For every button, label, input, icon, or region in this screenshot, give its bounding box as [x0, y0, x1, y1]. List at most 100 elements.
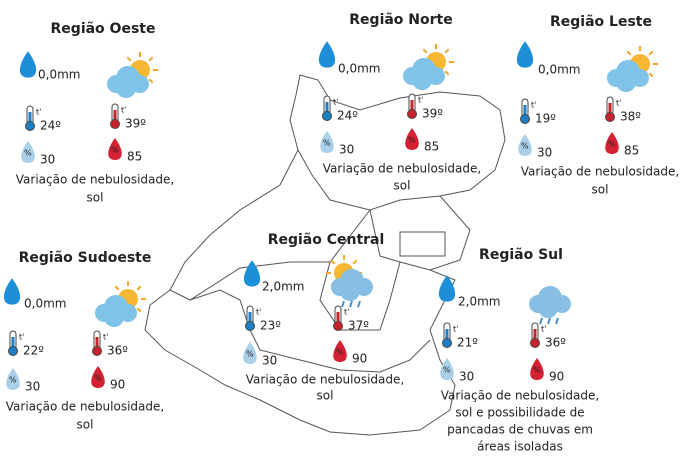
thermometer-bulb — [322, 111, 332, 121]
temp-min: 24º — [337, 109, 358, 123]
thermometer-level — [445, 329, 449, 341]
temp-min: 23º — [260, 319, 281, 333]
cloud-part — [616, 72, 636, 92]
description: sol — [592, 183, 609, 197]
drop-icon — [530, 358, 544, 380]
rain-amount: 0,0mm — [338, 62, 380, 76]
thermometer-bulb — [520, 114, 530, 124]
thermometer-bulb — [442, 338, 452, 348]
description: sol — [317, 389, 334, 403]
description: áreas isoladas — [477, 440, 563, 454]
sun-ray — [148, 56, 154, 62]
thermometer-level — [608, 103, 612, 115]
sun-ray — [148, 78, 154, 84]
humidity-icon-label: % — [24, 149, 32, 158]
humidity-icon-label: % — [323, 139, 331, 148]
sun-ray — [330, 259, 336, 265]
sun-ray — [352, 259, 358, 265]
temp-max: 39º — [125, 117, 146, 131]
temp-max: 36º — [545, 336, 566, 350]
temperature-icon-label: t' — [256, 308, 261, 317]
cloud-part — [538, 298, 558, 318]
humidity-icon-label: % — [9, 376, 17, 385]
region: Região Central 2,0mm t' 23º t' 37º% 30% 90 Varia… — [243, 232, 404, 403]
region: Região Sudoeste 0,0mm t' 22º t' 36º% 30% 90 Vari… — [3, 250, 164, 432]
sun-ray — [444, 70, 450, 76]
region: Região Norte 0,0mm t' 24º t' 39º% 30% 85 Variaçã… — [318, 12, 481, 193]
humidity-min: 30 — [40, 153, 55, 167]
thermometer-level — [113, 110, 117, 122]
humidity-min: 30 — [537, 146, 552, 160]
temperature-icon-label: t' — [333, 98, 338, 107]
sun-ray — [136, 307, 142, 313]
drop-icon — [405, 128, 419, 150]
description: Variação de nebulosidade, — [246, 373, 404, 387]
sun-ray — [444, 48, 450, 54]
thermometer-level — [410, 100, 414, 112]
sun-ray — [136, 285, 142, 291]
humidity-min: 30 — [25, 380, 40, 394]
temp-min: 22º — [23, 344, 44, 358]
cloud-part — [116, 78, 136, 98]
region-title: Região Oeste — [51, 21, 156, 37]
sun-ray — [626, 50, 632, 56]
temp-max: 39º — [422, 107, 443, 121]
description: sol — [87, 191, 104, 205]
humidity-max: 85 — [424, 140, 439, 154]
description: Variação de nebulosidade, — [6, 400, 164, 414]
drop-icon — [516, 41, 534, 68]
temp-min: 21º — [457, 336, 478, 350]
drop-icon — [91, 366, 105, 388]
description: pancadas de chuvas em — [447, 423, 593, 437]
temp-max: 37º — [348, 319, 369, 333]
thermometer-level — [28, 112, 32, 124]
humidity-icon-label: % — [521, 142, 529, 151]
drop-icon — [438, 275, 456, 302]
thermometer-level — [95, 337, 99, 349]
description: Variação de nebulosidade, — [521, 165, 679, 179]
humidity-max: 90 — [549, 370, 564, 384]
temp-max: 36º — [107, 344, 128, 358]
region-title: Região Leste — [550, 14, 652, 30]
sun-ray — [422, 48, 428, 54]
temp-min: 24º — [40, 119, 61, 133]
drop-icon — [440, 358, 454, 380]
temperature-icon-label: t' — [19, 333, 24, 342]
humidity-max: 85 — [624, 144, 639, 158]
thermometer-bulb — [92, 346, 102, 356]
cloud-part — [412, 70, 432, 90]
humidity-min: 30 — [459, 370, 474, 384]
humidity-icon-label: % — [408, 136, 416, 145]
humidity-icon-label: % — [443, 366, 451, 375]
drop-icon — [605, 132, 619, 154]
region: Região Sul 2,0mm t' 21º t' 36º% 30% 90 Variação … — [438, 247, 599, 454]
humidity-max: 90 — [110, 378, 125, 392]
rain-drop — [547, 317, 551, 325]
thermometer-bulb — [8, 346, 18, 356]
sun-ray — [114, 285, 120, 291]
thermometer-bulb — [530, 338, 540, 348]
region-title: Região Central — [268, 232, 385, 248]
temperature-icon-label: t' — [36, 108, 41, 117]
sun-ray — [648, 50, 654, 56]
drop-icon — [318, 41, 336, 68]
thermometer-level — [533, 329, 537, 341]
description: Variação de nebulosidade, — [441, 389, 599, 403]
cloud-part — [340, 281, 360, 301]
humidity-icon-label: % — [111, 146, 119, 155]
temperature-icon-label: t' — [453, 325, 458, 334]
rain-drop — [555, 317, 559, 325]
region: Região Oeste 0,0mm t' 24º t' 39º% 30% 85 Variaçã… — [16, 21, 174, 205]
thermometer-bulb — [245, 321, 255, 331]
region-title: Região Sudoeste — [19, 250, 152, 266]
region: Região Leste 0,0mm t' 19º t' 38º% 30% 85 Variaçã… — [516, 14, 679, 197]
temperature-icon-label: t' — [344, 308, 349, 317]
cloud-part — [104, 307, 124, 327]
humidity-icon-label: % — [336, 348, 344, 357]
sun-ray — [126, 56, 132, 62]
thermometer-level — [248, 312, 252, 324]
thermometer-bulb — [333, 321, 343, 331]
drop-icon — [108, 138, 122, 160]
temperature-icon-label: t' — [121, 106, 126, 115]
